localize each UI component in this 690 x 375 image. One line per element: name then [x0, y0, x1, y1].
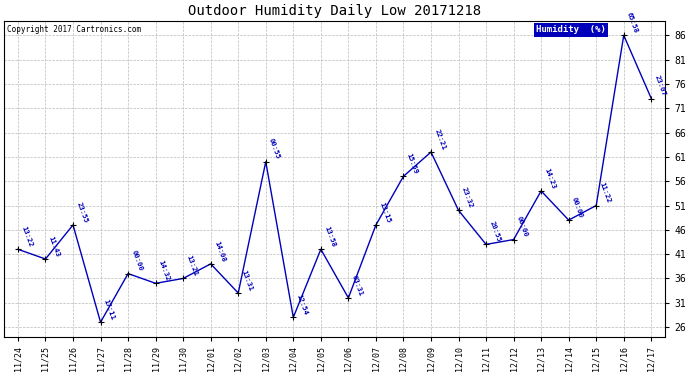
Text: 14:23: 14:23: [543, 167, 556, 189]
Text: 23:32: 23:32: [461, 186, 474, 209]
Text: 65:58: 65:58: [626, 11, 639, 34]
Text: 00:00: 00:00: [516, 216, 529, 238]
Text: Copyright 2017 Cartronics.com: Copyright 2017 Cartronics.com: [8, 26, 141, 34]
Text: 23:07: 23:07: [653, 75, 667, 97]
Text: 14:32: 14:32: [158, 259, 171, 282]
Text: 14:08: 14:08: [213, 240, 226, 262]
Text: 17:11: 17:11: [103, 298, 116, 321]
Text: 03:31: 03:31: [351, 274, 364, 297]
Text: 13:15: 13:15: [378, 201, 391, 223]
Text: 20:55: 20:55: [489, 220, 502, 243]
Text: 15:59: 15:59: [406, 152, 419, 175]
Text: Humidity  (%): Humidity (%): [536, 26, 606, 34]
Text: 11:22: 11:22: [598, 182, 611, 204]
Text: 13:58: 13:58: [323, 225, 336, 248]
Text: 22:21: 22:21: [433, 128, 446, 150]
Title: Outdoor Humidity Daily Low 20171218: Outdoor Humidity Daily Low 20171218: [188, 4, 481, 18]
Text: 00:55: 00:55: [268, 138, 281, 160]
Text: 13:22: 13:22: [20, 225, 33, 248]
Text: 11:43: 11:43: [48, 235, 61, 258]
Text: 23:55: 23:55: [75, 201, 88, 223]
Text: 12:54: 12:54: [295, 293, 308, 316]
Text: 00:00: 00:00: [130, 249, 144, 272]
Text: 13:21: 13:21: [186, 254, 199, 277]
Text: 00:00: 00:00: [571, 196, 584, 219]
Text: 13:31: 13:31: [240, 269, 253, 292]
